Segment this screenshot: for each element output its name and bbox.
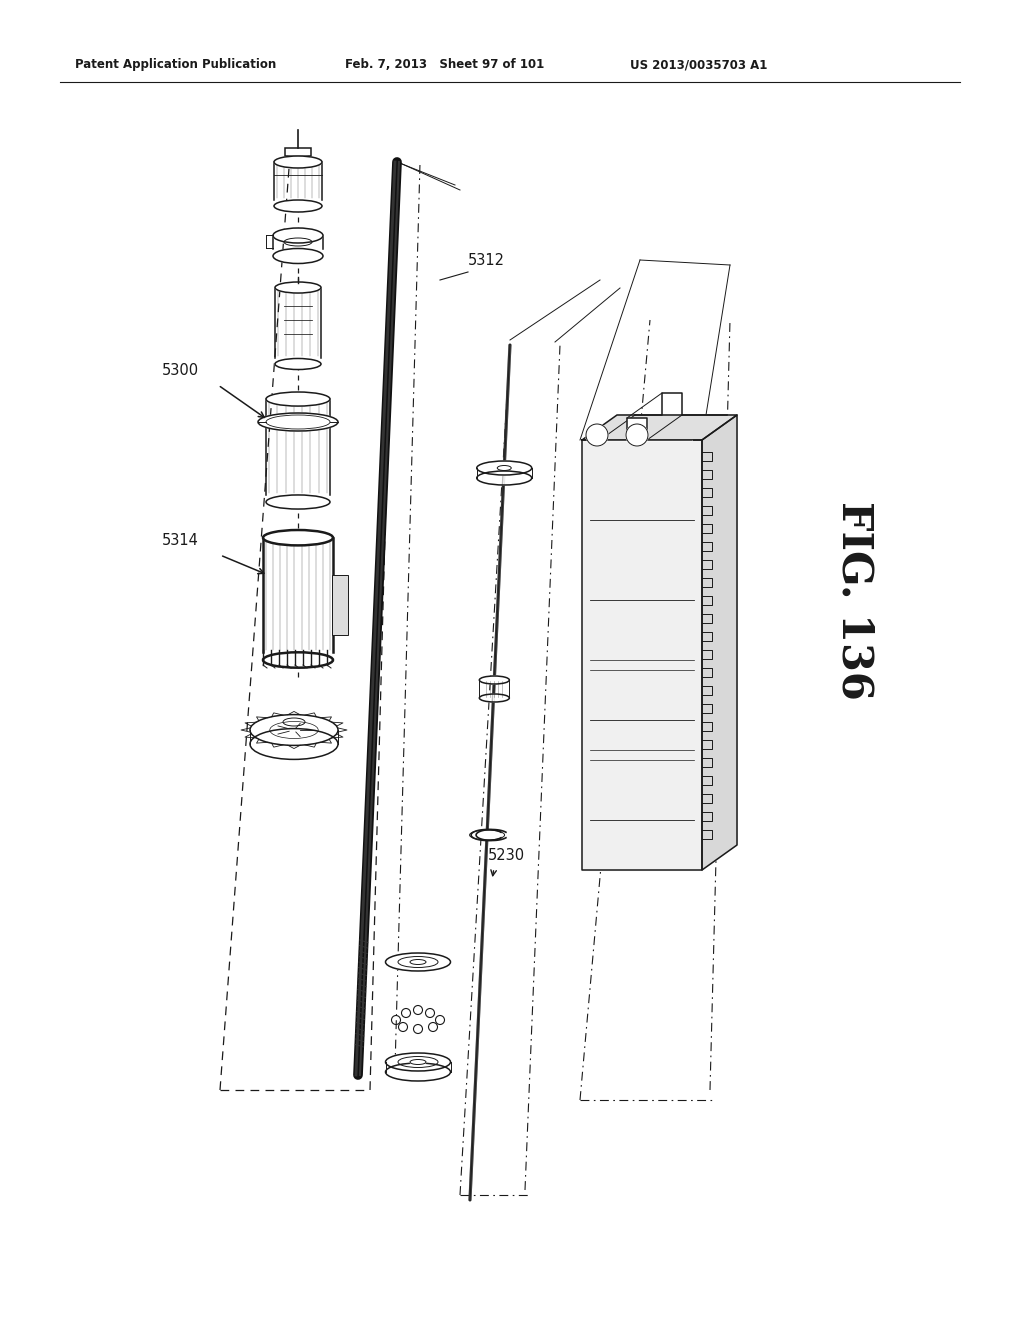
Polygon shape <box>582 414 737 440</box>
Ellipse shape <box>273 248 323 264</box>
Ellipse shape <box>284 238 312 246</box>
Bar <box>285 148 311 156</box>
Text: 5230: 5230 <box>488 847 525 863</box>
Ellipse shape <box>266 495 330 510</box>
Text: FIG. 136: FIG. 136 <box>834 500 876 700</box>
Ellipse shape <box>283 718 305 726</box>
Ellipse shape <box>479 676 509 684</box>
Ellipse shape <box>410 1060 426 1064</box>
Ellipse shape <box>385 1063 451 1081</box>
Ellipse shape <box>477 471 531 484</box>
Text: Feb. 7, 2013   Sheet 97 of 101: Feb. 7, 2013 Sheet 97 of 101 <box>345 58 544 71</box>
Ellipse shape <box>275 282 321 293</box>
Ellipse shape <box>410 960 426 965</box>
Ellipse shape <box>275 359 321 370</box>
Ellipse shape <box>274 201 322 213</box>
Ellipse shape <box>250 714 338 746</box>
Text: 5312: 5312 <box>468 253 505 268</box>
Ellipse shape <box>479 694 509 702</box>
Ellipse shape <box>263 531 333 545</box>
Polygon shape <box>702 414 737 870</box>
Text: 5314: 5314 <box>162 533 199 548</box>
Text: 5300: 5300 <box>162 363 199 378</box>
Text: US 2013/0035703 A1: US 2013/0035703 A1 <box>630 58 767 71</box>
Ellipse shape <box>626 424 648 446</box>
Polygon shape <box>600 418 692 440</box>
Polygon shape <box>582 440 702 870</box>
Ellipse shape <box>266 392 330 407</box>
Ellipse shape <box>385 953 451 972</box>
Ellipse shape <box>477 461 531 475</box>
Ellipse shape <box>385 1053 451 1071</box>
Bar <box>332 576 348 635</box>
Ellipse shape <box>263 652 333 668</box>
Ellipse shape <box>586 424 608 446</box>
Ellipse shape <box>258 413 338 432</box>
Text: Patent Application Publication: Patent Application Publication <box>75 58 276 71</box>
Ellipse shape <box>470 830 505 840</box>
Ellipse shape <box>273 228 323 243</box>
Ellipse shape <box>250 729 338 759</box>
Ellipse shape <box>274 156 322 168</box>
